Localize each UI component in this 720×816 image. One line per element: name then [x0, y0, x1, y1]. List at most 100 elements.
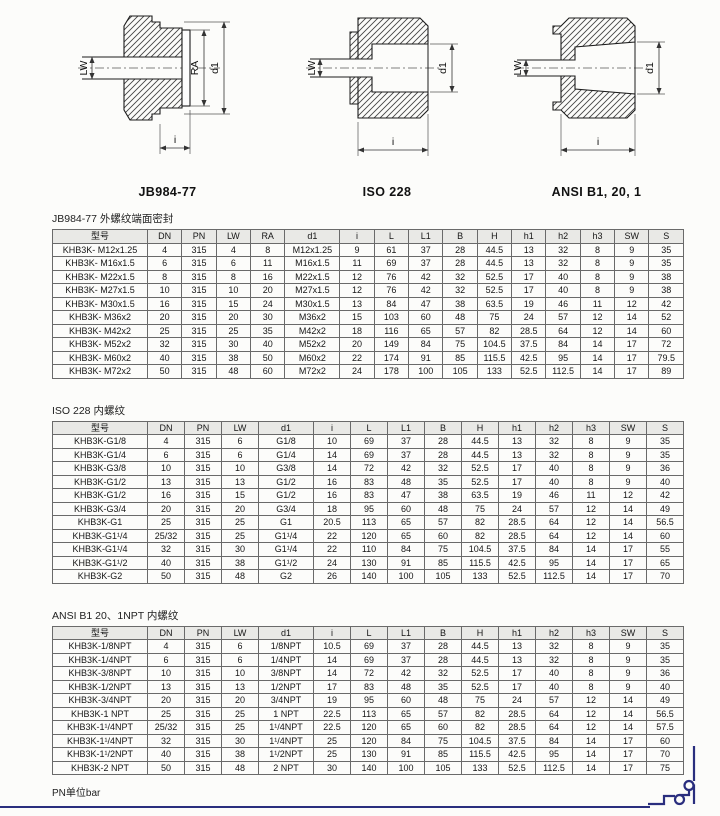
cell: 9: [339, 242, 375, 257]
dim-label-i: i: [391, 136, 393, 148]
table-row: KHB3K- M36x2 20 315 20 30 M36x2 15 103 60 48 75 24 5…: [52, 310, 684, 325]
cell: 32: [545, 256, 581, 271]
table-row: KHB3K-G1/4 6 315 6 G1/4 14 69 37 28 44.5 13 32 8 9 35: [52, 447, 684, 462]
cell: 8: [250, 242, 286, 257]
cell: 315: [181, 310, 217, 325]
cell: KHB3K- M30x1.5: [52, 296, 148, 311]
table-row: KHB3K-G1¹/2 40 315 38 G1¹/2 24 130 91 85 115.5 42.…: [52, 555, 684, 570]
cell: 1/4NPT: [258, 652, 314, 667]
column-header: RA: [250, 229, 286, 244]
cell: 64: [545, 323, 581, 338]
table-row: KHB3K- M12x1.25 4 315 4 8 M12x1.25 9 61 37 28 44.5…: [52, 242, 684, 257]
cell: 8: [215, 269, 252, 284]
column-header: h2: [535, 420, 573, 435]
cell: 18: [339, 323, 375, 338]
column-header: h2: [535, 625, 573, 640]
cell: 133: [461, 569, 499, 584]
cell: 14: [609, 501, 647, 516]
column-header: B: [424, 625, 462, 640]
cell: 91: [387, 747, 425, 762]
cell: 56.5: [646, 515, 684, 530]
cell: 64: [535, 515, 573, 530]
table-row: KHB3K- M22x1.5 8 315 8 16 M22x1.5 12 76 42 32 52.5…: [52, 269, 684, 284]
column-header: H: [461, 420, 499, 435]
cell: 113: [350, 515, 388, 530]
cell: 12: [579, 310, 616, 325]
cell: 52.5: [498, 760, 536, 775]
column-header: SW: [614, 229, 650, 244]
table-row: KHB3K- M72x2 50 315 48 60 M72x2 24 178 100 105 133…: [52, 364, 684, 379]
cell: 12: [572, 706, 610, 721]
cell: 63.5: [476, 296, 513, 311]
cell: 9: [609, 461, 647, 476]
cell: 315: [181, 296, 217, 311]
cell: 40: [535, 679, 573, 694]
cell: 38: [215, 350, 252, 365]
column-header: S: [646, 625, 684, 640]
column-header: LW: [215, 229, 252, 244]
cell: 17: [511, 283, 547, 298]
bottom-border-line: [0, 806, 650, 808]
cell: 84: [535, 542, 573, 557]
drawing-iso228-svg: LW d1 i: [305, 17, 458, 156]
cell: 38: [424, 488, 462, 503]
cell: 35: [646, 447, 684, 462]
cell: 48: [221, 760, 259, 775]
table-row: KHB3K-1¹/4NPT 32 315 30 1¹/4NPT 25 120 84 75 104.…: [52, 733, 684, 748]
cell: 9: [609, 666, 647, 681]
cell: 4: [215, 242, 252, 257]
cell: 37: [387, 652, 425, 667]
cell: 6: [221, 447, 259, 462]
column-header: 型号: [52, 625, 148, 640]
cell: KHB3K-G1/8: [52, 434, 148, 449]
cell: 17: [609, 733, 647, 748]
cell: 10: [146, 283, 183, 298]
column-header: i: [339, 229, 375, 244]
cell: 110: [350, 542, 388, 557]
cell: 115.5: [461, 555, 499, 570]
cell: KHB3K-G3/4: [52, 501, 148, 516]
cell: 75: [476, 310, 513, 325]
cell: 174: [373, 350, 410, 365]
cell: 103: [373, 310, 410, 325]
column-header: PN: [184, 625, 222, 640]
column-header: L: [350, 420, 388, 435]
cell: G1/2: [258, 488, 314, 503]
cell: 19: [511, 296, 547, 311]
cell: 15: [221, 488, 259, 503]
cell: 11: [572, 488, 610, 503]
cell: 82: [476, 323, 513, 338]
cell: 100: [408, 364, 444, 379]
column-header: d1: [258, 625, 314, 640]
cell: 84: [408, 337, 444, 352]
cell: 30: [250, 310, 286, 325]
cell: 315: [184, 666, 222, 681]
column-header: d1: [258, 420, 314, 435]
cell: 15: [215, 296, 252, 311]
cell: 83: [350, 488, 388, 503]
cell: 40: [646, 679, 684, 694]
column-header: i: [313, 625, 351, 640]
cell: 120: [350, 720, 388, 735]
table-row: KHB3K- M30x1.5 16 315 15 24 M30x1.5 13 84 47 38 63…: [52, 296, 684, 311]
cell: M36x2: [284, 310, 341, 325]
cell: 149: [373, 337, 410, 352]
cell: 57: [545, 310, 581, 325]
cell: 35: [646, 639, 684, 654]
cell: 14: [579, 350, 616, 365]
cell: 38: [221, 555, 259, 570]
cell: 32: [535, 652, 573, 667]
cell: M60x2: [284, 350, 341, 365]
cell: 17: [498, 679, 536, 694]
cell: 75: [461, 501, 499, 516]
cell: 315: [184, 461, 222, 476]
cell: 17: [498, 474, 536, 489]
cell: KHB3K- M72x2: [52, 364, 148, 379]
cell: 84: [387, 733, 425, 748]
cell: 46: [535, 488, 573, 503]
cell: 57: [535, 501, 573, 516]
